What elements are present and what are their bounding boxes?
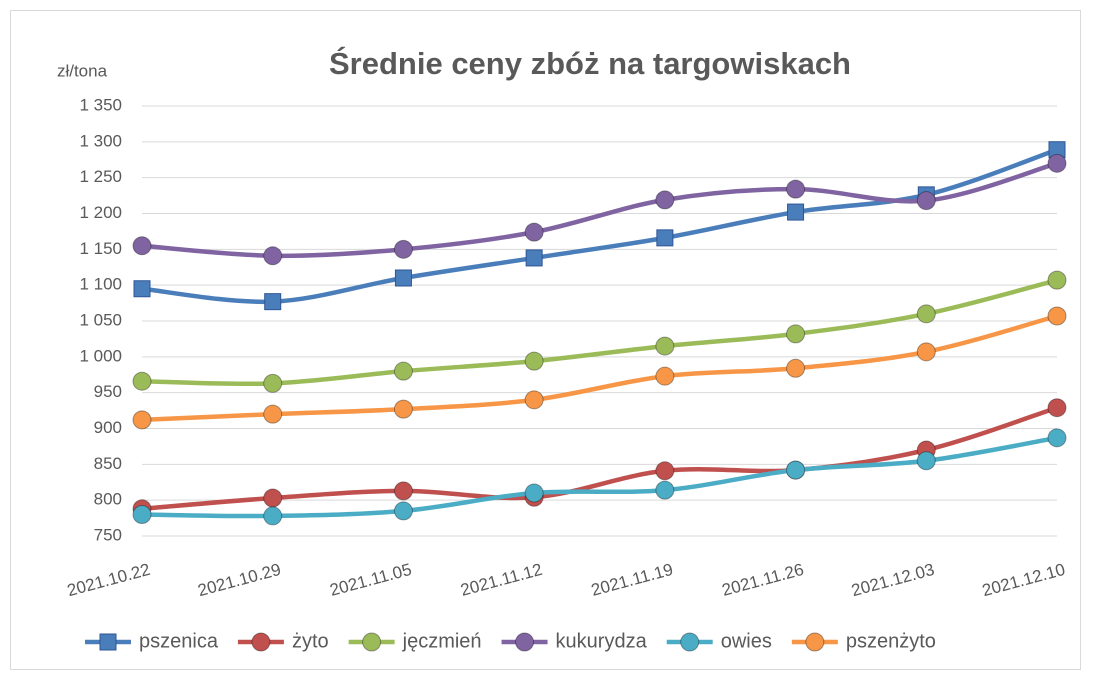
line (141, 161, 1058, 259)
marker (263, 404, 283, 424)
chart-title: Średnie ceny zbóż na targowiskach (329, 45, 851, 81)
marker (524, 222, 544, 242)
y-tick-label: 1 250 (79, 167, 122, 186)
marker (787, 203, 805, 221)
marker (916, 451, 936, 471)
legend-label: kukurydza (556, 630, 648, 652)
marker (393, 239, 413, 259)
legend-label: żyto (292, 630, 329, 652)
legend-item: pszenica (85, 630, 219, 652)
marker (524, 351, 544, 371)
marker (1047, 153, 1067, 173)
marker (916, 304, 936, 324)
marker (916, 191, 936, 211)
marker (655, 190, 675, 210)
legend-marker (515, 632, 535, 652)
marker (1047, 270, 1067, 290)
legend-marker (680, 632, 700, 652)
line (141, 313, 1058, 423)
marker (393, 399, 413, 419)
marker (1047, 306, 1067, 326)
legend-item: owies (666, 630, 772, 652)
legend-marker (362, 632, 382, 652)
marker (263, 373, 283, 393)
y-tick-label: 1 150 (79, 239, 122, 258)
marker (263, 488, 283, 508)
legend-label: jęczmień (402, 630, 482, 652)
y-tick-label: 750 (94, 525, 122, 544)
marker (786, 460, 806, 480)
legend-label: owies (721, 630, 772, 652)
y-tick-label: 1 100 (79, 275, 122, 294)
marker (656, 229, 674, 247)
y-tick-label: 950 (94, 382, 122, 401)
marker (132, 236, 152, 256)
legend-label: pszenżyto (846, 630, 936, 652)
legend-marker (805, 632, 825, 652)
marker (786, 358, 806, 378)
marker (393, 501, 413, 521)
line (141, 405, 1058, 512)
line (141, 435, 1058, 519)
marker (525, 249, 543, 267)
marker (786, 324, 806, 344)
line (141, 147, 1058, 305)
y-tick-label: 1 000 (79, 346, 122, 365)
marker (524, 483, 544, 503)
legend-item: kukurydza (501, 630, 648, 652)
y-tick-label: 1 350 (79, 95, 122, 114)
marker (1047, 428, 1067, 448)
y-tick-label: 1 200 (79, 203, 122, 222)
legend-marker (99, 633, 117, 651)
legend-label: pszenica (139, 630, 219, 652)
marker (655, 461, 675, 481)
line (141, 277, 1058, 387)
marker (133, 280, 151, 298)
marker (132, 410, 152, 430)
legend-item: pszenżyto (791, 630, 936, 652)
chart-frame (10, 10, 1081, 670)
marker (786, 179, 806, 199)
marker (132, 505, 152, 524)
legend-item: jęczmień (348, 630, 482, 652)
marker (524, 390, 544, 410)
marker (655, 366, 675, 386)
marker (916, 342, 936, 362)
marker (394, 269, 412, 287)
legend-marker (251, 632, 271, 652)
y-tick-label: 800 (94, 490, 122, 509)
marker (132, 371, 152, 391)
marker (655, 336, 675, 356)
marker (263, 506, 283, 526)
marker (264, 293, 282, 311)
y-tick-label: 1 050 (79, 310, 122, 329)
y-axis-label: zł/tona (57, 61, 108, 80)
marker (393, 361, 413, 381)
marker (263, 246, 283, 266)
y-tick-label: 1 300 (79, 131, 122, 150)
legend-item: żyto (237, 630, 329, 652)
marker (1047, 398, 1067, 418)
marker (655, 480, 675, 500)
y-tick-label: 850 (94, 454, 122, 473)
y-tick-label: 900 (94, 418, 122, 437)
marker (393, 481, 413, 501)
